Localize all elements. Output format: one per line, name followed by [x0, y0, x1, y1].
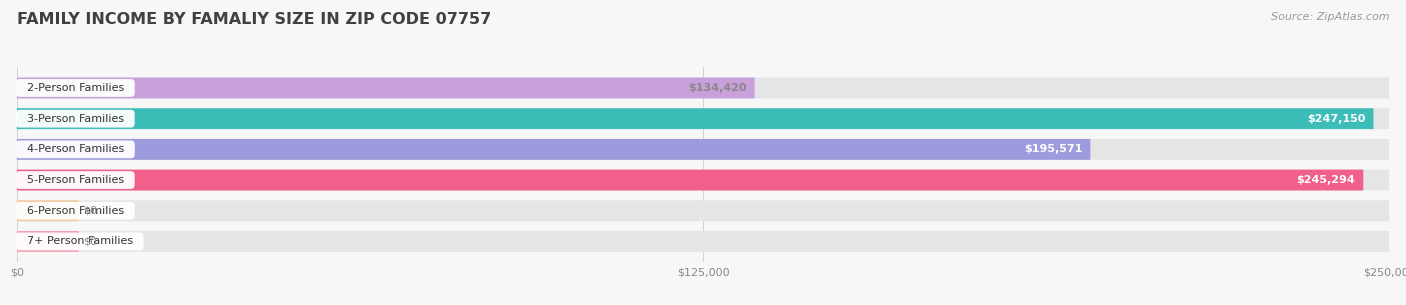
Text: $134,420: $134,420 — [688, 83, 747, 93]
Text: 4-Person Families: 4-Person Families — [20, 144, 131, 154]
Text: 6-Person Families: 6-Person Families — [20, 206, 131, 216]
FancyBboxPatch shape — [17, 200, 79, 221]
Text: $0: $0 — [83, 206, 97, 216]
Text: 5-Person Families: 5-Person Families — [20, 175, 131, 185]
Text: $245,294: $245,294 — [1296, 175, 1355, 185]
FancyBboxPatch shape — [17, 77, 755, 99]
FancyBboxPatch shape — [17, 170, 1364, 191]
Text: 7+ Person Families: 7+ Person Families — [20, 236, 139, 246]
FancyBboxPatch shape — [17, 139, 1389, 160]
FancyBboxPatch shape — [17, 77, 1389, 99]
FancyBboxPatch shape — [17, 108, 1374, 129]
Text: $195,571: $195,571 — [1024, 144, 1083, 154]
FancyBboxPatch shape — [17, 200, 1389, 221]
Text: Source: ZipAtlas.com: Source: ZipAtlas.com — [1271, 12, 1389, 22]
FancyBboxPatch shape — [17, 170, 1389, 191]
Text: $0: $0 — [83, 236, 97, 246]
Text: $247,150: $247,150 — [1306, 114, 1365, 124]
FancyBboxPatch shape — [17, 231, 1389, 252]
Text: FAMILY INCOME BY FAMALIY SIZE IN ZIP CODE 07757: FAMILY INCOME BY FAMALIY SIZE IN ZIP COD… — [17, 12, 491, 27]
Text: 3-Person Families: 3-Person Families — [20, 114, 131, 124]
FancyBboxPatch shape — [17, 139, 1091, 160]
Text: 2-Person Families: 2-Person Families — [20, 83, 131, 93]
FancyBboxPatch shape — [17, 231, 79, 252]
FancyBboxPatch shape — [17, 108, 1389, 129]
